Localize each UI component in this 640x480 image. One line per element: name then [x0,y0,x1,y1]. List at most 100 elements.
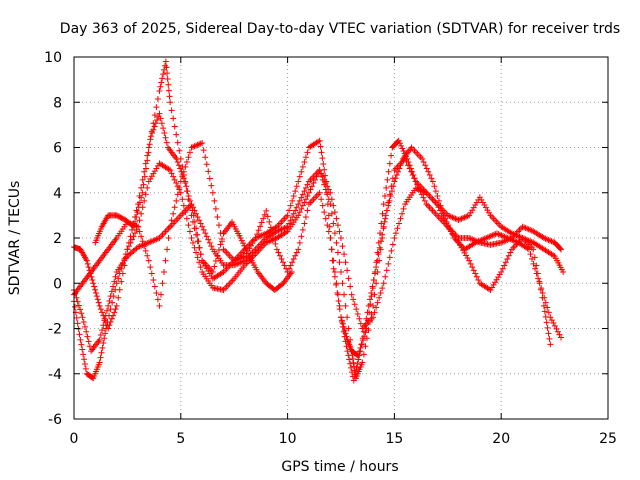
data-point [339,323,346,330]
data-point [165,87,172,94]
data-point [90,280,97,287]
x-tick-label: 10 [279,431,297,447]
data-point [108,288,115,295]
data-point [405,162,412,169]
data-point [189,207,196,214]
data-point [473,273,480,280]
data-point [317,143,324,150]
data-point [161,268,168,275]
data-point [387,192,394,199]
data-point [388,152,395,159]
data-point [78,341,85,348]
data-point [334,222,341,229]
data-point [156,302,163,309]
data-point [296,197,303,204]
data-point [108,315,115,322]
data-point [394,225,401,232]
data-point [112,286,119,293]
data-point [188,202,195,209]
data-point [74,320,81,327]
data-point [330,265,337,272]
y-tick-label: 0 [53,276,62,292]
data-point [339,280,346,287]
data-point [544,304,551,311]
data-point [392,230,399,237]
data-point [154,96,161,103]
data-point [147,133,154,140]
data-point [96,302,103,309]
y-tick-label: 2 [53,231,62,247]
x-tick-label: 15 [385,431,403,447]
data-point [527,251,534,258]
data-point [338,235,344,241]
data-point [558,334,565,341]
data-point [183,159,190,166]
data-point [550,320,557,327]
data-point [299,226,306,233]
data-point [554,328,561,335]
data-point [331,209,338,216]
data-point [299,163,306,170]
data-point [358,341,365,348]
data-point [237,235,244,241]
data-point [347,360,354,367]
data-point [72,290,79,297]
data-point [174,159,181,166]
data-point [374,257,381,264]
data-point [551,322,558,329]
data-point [370,314,377,321]
data-point [341,333,348,340]
data-point [560,268,567,275]
data-point [338,268,344,275]
data-point [324,222,331,229]
data-point [153,289,160,296]
data-point [136,217,143,224]
data-point [336,259,343,266]
data-point [92,286,99,293]
data-point [165,81,172,88]
data-point [428,175,435,182]
data-point [194,254,201,261]
data-point [175,162,182,169]
data-point [381,192,388,199]
data-point [179,171,186,178]
data-point [348,364,355,371]
data-point [393,171,400,178]
data-point [241,242,248,249]
data-point [211,263,218,270]
data-point [71,303,78,310]
data-point [342,338,349,345]
data-point [182,178,189,185]
data-point [202,154,209,161]
data-point [185,222,192,229]
data-point [364,309,371,316]
data-point [163,64,170,71]
data-point [130,233,137,240]
data-point [377,289,384,296]
data-point [295,246,302,253]
data-point [89,277,96,284]
data-point [351,373,358,380]
data-point [151,112,158,119]
data-point [532,265,539,272]
data-point [292,188,299,195]
data-point [305,189,312,196]
data-point [159,75,166,82]
data-point [205,168,212,175]
data-point [135,204,142,211]
data-point [319,155,326,162]
data-point [322,180,329,187]
data-point [212,205,219,212]
data-point [156,110,163,117]
data-point [530,260,537,267]
data-point [255,227,262,234]
data-point [296,209,303,216]
data-point [83,328,90,335]
data-point [287,202,294,209]
data-point [299,202,306,209]
data-point [318,170,325,177]
data-point [168,107,175,114]
data-point [302,213,309,220]
data-point [536,280,543,287]
data-point [173,131,180,138]
